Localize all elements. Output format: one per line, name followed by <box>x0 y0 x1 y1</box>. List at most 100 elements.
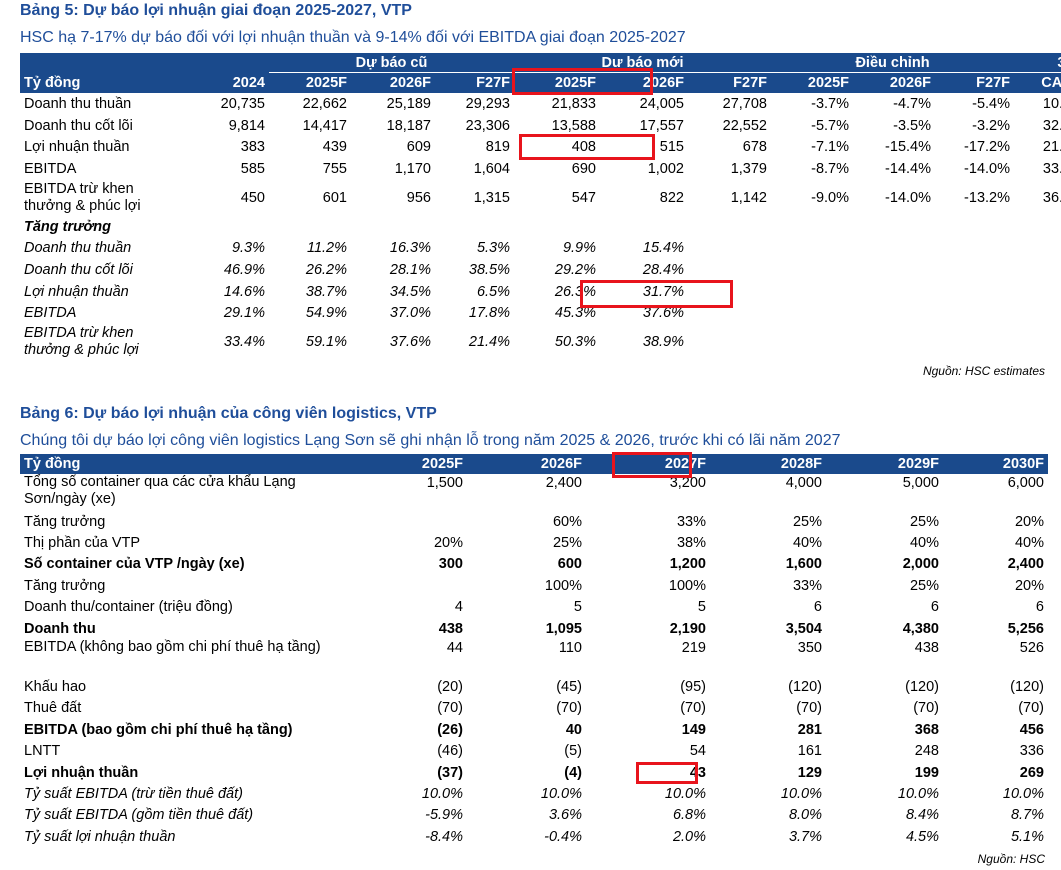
table-cell: -9.0% <box>811 189 849 206</box>
table-cell: (70) <box>913 700 939 717</box>
row-label: Tỷ suất lợi nhuận thuần <box>24 828 176 845</box>
table-cell: 29,293 <box>465 95 510 112</box>
column-header: 2029F <box>826 454 943 474</box>
growth-row: Doanh thu thuần 9.3% 11.2% 16.3% 5.3% 9.9% 15.… <box>20 237 1061 259</box>
column-header: 2025F <box>269 72 351 93</box>
table-row: EBITDA (không bao gồm chi phí thuê hạ tầ… <box>20 639 1048 676</box>
table-row: Khấu hao (20) (45) (95) (120) (120) (120) <box>20 676 1048 697</box>
table-cell: 755 <box>322 161 347 178</box>
table-cell: -14.0% <box>885 189 931 206</box>
table-row: Doanh thu 438 1,095 2,190 3,504 4,380 5,256 <box>20 618 1048 639</box>
table-cell: 5 <box>697 599 706 616</box>
table-cell: 161 <box>797 743 822 760</box>
table-cell: 21.0% <box>1042 139 1061 156</box>
column-header: F27F <box>435 72 514 93</box>
table-cell: 23,306 <box>465 117 510 134</box>
table-cell: 8.4% <box>905 807 939 824</box>
table-cell: 27,708 <box>722 95 767 112</box>
table-cell: (120) <box>788 679 822 696</box>
table-cell: 5.3% <box>476 240 510 257</box>
table6-title: Bảng 6: Dự báo lợi nhuận của công viên l… <box>20 405 437 422</box>
table-cell: -8.4% <box>425 828 463 845</box>
table-cell: 350 <box>797 640 822 657</box>
highlight-box-net-profit-growth <box>580 280 733 308</box>
column-header: Tỷ đồng <box>20 72 173 93</box>
table-cell: 38% <box>676 535 706 552</box>
table-cell: 1,200 <box>669 556 706 573</box>
empty-cell <box>771 324 853 360</box>
row-label: EBITDA (không bao gồm chi phí thuê hạ tầ… <box>24 639 321 656</box>
table-cell: 3,504 <box>785 620 822 637</box>
table-row: Lợi nhuận thuần (37) (4) 43 129 199 269 <box>20 762 1048 783</box>
table-cell: 20% <box>1014 513 1044 530</box>
table-cell: 37.0% <box>389 305 431 322</box>
table-cell: 11.2% <box>306 240 347 257</box>
table6-header-row: Tỷ đồng 2025F 2026F 2027F 2028F 2029F 20… <box>20 454 1048 474</box>
row-label: Tăng trưởng <box>24 577 106 594</box>
table-cell: 40 <box>565 721 582 738</box>
table-row: Tỷ suất EBITDA (trừ tiền thuê đất) 10.0% 1… <box>20 783 1048 804</box>
table-cell: (120) <box>1010 679 1044 696</box>
row-label: EBITDA (bao gồm chi phí thuê hạ tầng) <box>24 721 293 738</box>
column-header: 2025F <box>514 72 600 93</box>
row-label: EBITDA <box>24 305 77 322</box>
table-cell: 17,557 <box>639 117 684 134</box>
table-row: Tỷ suất EBITDA (gồm tiền thuê đất) -5.9% 3… <box>20 805 1048 826</box>
table-cell: 38.7% <box>305 283 347 300</box>
table-cell: (26) <box>437 721 463 738</box>
table-cell: 9.3% <box>231 240 265 257</box>
table-cell: 4 <box>454 599 463 616</box>
table-cell: 32.0% <box>1042 117 1061 134</box>
table-cell: 281 <box>797 721 822 738</box>
table-row: Doanh thu/container (triệu đồng) 4 5 5 6 6 6 <box>20 597 1048 618</box>
column-header: 2026F <box>853 72 935 93</box>
table-cell: (70) <box>1018 700 1044 717</box>
growth-section-label: Tăng trưởng <box>24 218 111 235</box>
highlight-box-net-profit-new <box>519 134 655 160</box>
table-cell: 40% <box>1014 535 1044 552</box>
empty-cell <box>853 324 935 360</box>
table-cell: 6 <box>813 599 822 616</box>
group-adjustment: Điều chỉnh <box>771 53 1014 73</box>
table-cell: 21,833 <box>551 95 596 112</box>
table-row: Tăng trưởng 100% 100% 33% 25% 20% <box>20 575 1048 596</box>
row-label: Thị phần của VTP <box>24 535 141 552</box>
table-cell: 33% <box>792 577 822 594</box>
table-cell: 2,400 <box>1007 556 1044 573</box>
empty-cell <box>853 303 935 325</box>
column-header: 2027F <box>586 454 710 474</box>
table-cell: 4,000 <box>785 475 822 491</box>
table-row: Lợi nhuận thuần 383 439 609 819 408 515 678 -7.1… <box>20 137 1061 159</box>
table-cell: 438 <box>438 620 463 637</box>
table-row: Thuê đất (70) (70) (70) (70) (70) (70) <box>20 698 1048 719</box>
table-cell: 1,315 <box>473 189 510 206</box>
table-cell: 26.3% <box>554 283 596 300</box>
table-cell: (5) <box>564 743 582 760</box>
table-row: Tăng trưởng 60% 33% 25% 25% 20% <box>20 511 1048 532</box>
table-cell: -5.9% <box>425 807 463 824</box>
row-label: EBITDA trừ khen thưởng & phúc lợi <box>24 325 139 359</box>
empty-cell <box>771 281 853 303</box>
empty-cell <box>935 281 1014 303</box>
table-cell: -3.2% <box>972 117 1010 134</box>
row-label: Doanh thu <box>24 620 96 637</box>
table-cell: 3.6% <box>548 807 582 824</box>
table-cell: -5.4% <box>972 95 1010 112</box>
table-cell: 25% <box>909 513 939 530</box>
table-row: Tỷ suất lợi nhuận thuần -8.4% -0.4% 2.0% 3.7… <box>20 826 1048 847</box>
table-cell: 10.1% <box>1042 95 1061 112</box>
table-cell: -4.7% <box>893 95 931 112</box>
table-cell: (70) <box>680 700 706 717</box>
empty-cell <box>853 237 935 259</box>
empty-cell <box>935 259 1014 281</box>
table-row: Doanh thu thuần 20,735 22,662 25,189 29,293 2… <box>20 93 1061 115</box>
table-cell: 456 <box>1019 721 1044 738</box>
table-cell: 6.8% <box>672 807 706 824</box>
table-cell: 300 <box>438 556 463 573</box>
table-cell: 438 <box>914 640 939 657</box>
table-cell: (37) <box>437 764 463 781</box>
table-cell: 22,662 <box>302 95 347 112</box>
table-cell <box>335 575 467 596</box>
table-cell: -3.5% <box>893 117 931 134</box>
table-cell: 1,604 <box>473 161 510 178</box>
